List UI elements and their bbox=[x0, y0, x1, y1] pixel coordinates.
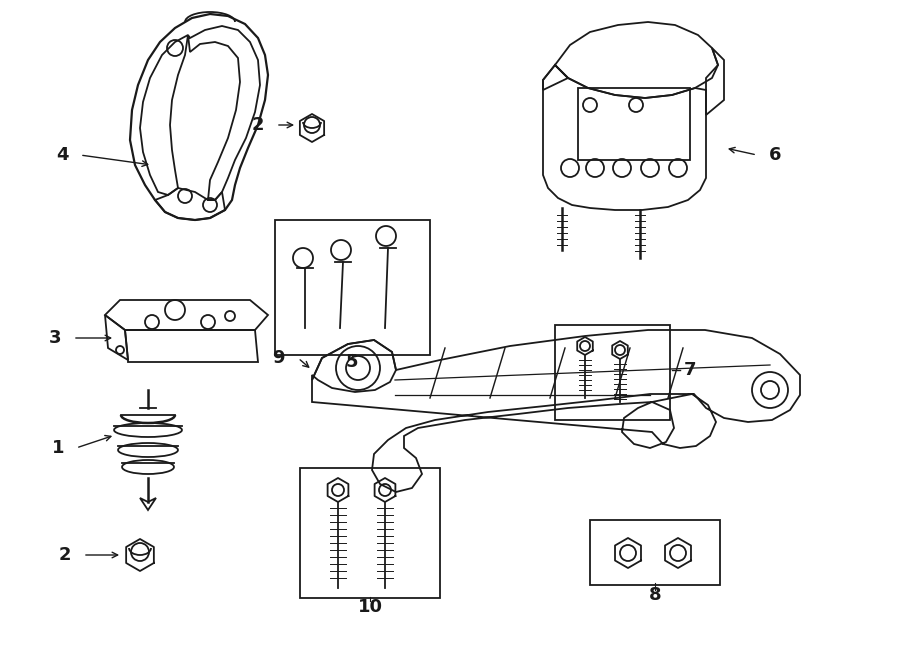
Text: 1: 1 bbox=[52, 439, 64, 457]
Bar bbox=[555, 325, 670, 420]
Bar bbox=[300, 468, 440, 598]
Text: 7: 7 bbox=[684, 361, 697, 379]
Bar bbox=[275, 220, 430, 355]
Text: 8: 8 bbox=[649, 586, 662, 604]
Text: 6: 6 bbox=[769, 146, 781, 164]
Bar bbox=[590, 520, 720, 585]
Text: 5: 5 bbox=[346, 353, 358, 371]
Text: 9: 9 bbox=[272, 349, 284, 367]
Text: 10: 10 bbox=[357, 598, 382, 616]
Text: 3: 3 bbox=[49, 329, 61, 347]
Text: 2: 2 bbox=[252, 116, 265, 134]
Bar bbox=[578, 88, 690, 160]
Polygon shape bbox=[140, 498, 156, 510]
Text: 2: 2 bbox=[58, 546, 71, 564]
Text: 4: 4 bbox=[56, 146, 68, 164]
